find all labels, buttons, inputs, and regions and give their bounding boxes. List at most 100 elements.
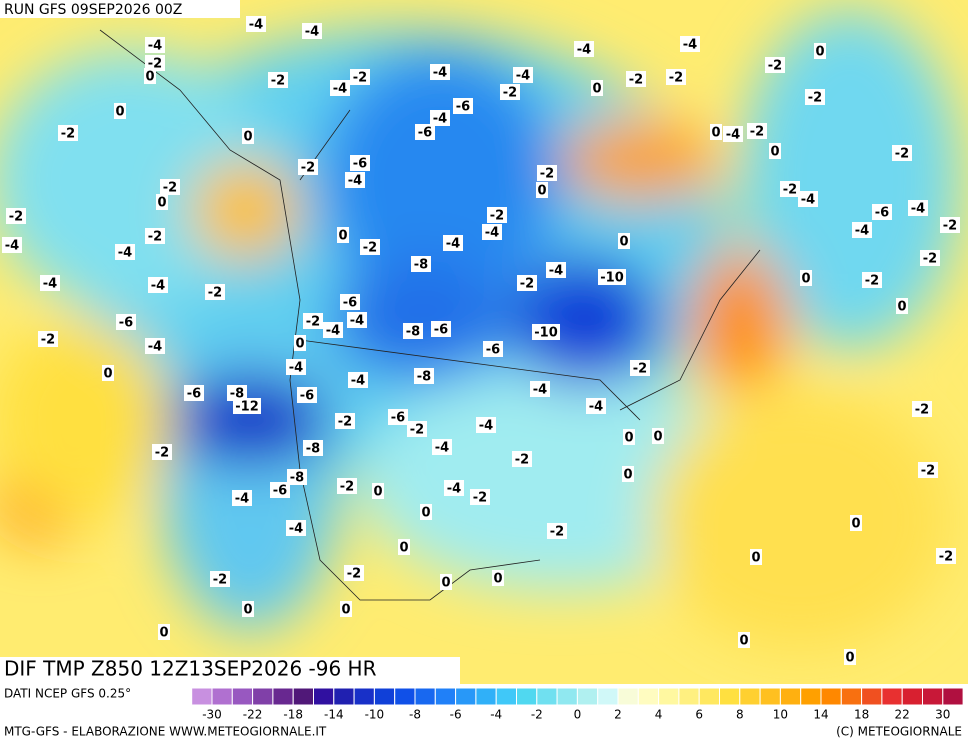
- color-box: [719, 687, 741, 706]
- contour-label: -6: [300, 389, 314, 404]
- label-box: [666, 69, 686, 85]
- label-box: [38, 331, 58, 347]
- label-box: [227, 385, 247, 401]
- contour-label: -4: [433, 66, 447, 81]
- contour-label: -2: [503, 86, 517, 101]
- colorbar-tick-label: -6: [450, 708, 462, 722]
- contour-label: -6: [875, 206, 889, 221]
- colorbar-tick-label: 14: [813, 708, 828, 722]
- label-box: [233, 398, 261, 414]
- contour-label: -10: [534, 326, 558, 341]
- contour-label: -4: [589, 400, 603, 415]
- label-box: [852, 222, 872, 238]
- color-box: [333, 687, 355, 706]
- contour-label: -2: [939, 550, 953, 565]
- label-box: [512, 451, 532, 467]
- label-box: [348, 372, 368, 388]
- label-box: [798, 191, 818, 207]
- contour-label: -8: [306, 442, 320, 457]
- label-box: [547, 523, 567, 539]
- contour-label: 0: [295, 337, 304, 352]
- contour-label: -2: [301, 161, 315, 176]
- label-box: [407, 421, 427, 437]
- contour-label: 0: [145, 70, 154, 85]
- contour-label: -10: [600, 271, 624, 286]
- contour-label: 0: [115, 105, 124, 120]
- label-box: [487, 207, 507, 223]
- contour-label: 0: [338, 229, 347, 244]
- contour-label: -2: [633, 362, 647, 377]
- contour-label: -2: [155, 446, 169, 461]
- contour-label: -2: [865, 274, 879, 289]
- contour-label: -2: [410, 423, 424, 438]
- contour-label: -6: [343, 296, 357, 311]
- label-box: [302, 23, 322, 39]
- contour-label: -4: [235, 492, 249, 507]
- label-box: [476, 417, 496, 433]
- label-box: [158, 624, 170, 640]
- label-box: [710, 124, 722, 140]
- contour-label: -4: [351, 374, 365, 389]
- color-box: [272, 687, 294, 706]
- contour-label: -4: [289, 361, 303, 376]
- color-box: [678, 687, 700, 706]
- contour-label: -4: [533, 383, 547, 398]
- label-box: [530, 381, 550, 397]
- contour-label: -4: [289, 522, 303, 537]
- contour-label: -2: [306, 315, 320, 330]
- contour-label: 0: [815, 45, 824, 60]
- contour-label: -2: [490, 209, 504, 224]
- color-box: [597, 687, 619, 706]
- contour-label: 0: [373, 485, 382, 500]
- footer-left: MTG-GFS - ELABORAZIONE WWW.METEOGIORNALE…: [4, 725, 327, 739]
- color-box: [840, 687, 863, 706]
- label-box: [145, 228, 165, 244]
- contour-label: 0: [711, 126, 720, 141]
- label-box: [286, 359, 306, 375]
- contour-label: -2: [520, 277, 534, 292]
- color-box: [637, 687, 660, 706]
- contour-label: -6: [486, 343, 500, 358]
- contour-label: -2: [213, 573, 227, 588]
- footer-right: (C) METEOGIORNALE: [836, 725, 962, 739]
- label-box: [298, 159, 318, 175]
- label-box: [430, 64, 450, 80]
- label-box: [517, 275, 537, 291]
- color-box: [394, 687, 416, 706]
- contour-label: 0: [421, 506, 430, 521]
- label-box: [294, 335, 306, 351]
- source-label: DATI NCEP GFS 0.25°: [4, 687, 131, 701]
- contour-label: 0: [653, 430, 662, 445]
- run-label: RUN GFS 09SEP2026 00Z: [4, 2, 182, 18]
- label-box: [6, 208, 26, 224]
- contour-label: -8: [230, 387, 244, 402]
- label-box: [115, 244, 135, 260]
- contour-label: -4: [801, 193, 815, 208]
- contour-label: -6: [418, 126, 432, 141]
- contour-label: 0: [845, 651, 854, 666]
- label-box: [411, 256, 431, 272]
- colorbar-tick-label: -22: [243, 708, 263, 722]
- label-box: [444, 480, 464, 496]
- label-box: [323, 322, 343, 338]
- contour-label: 0: [103, 367, 112, 382]
- label-box: [287, 469, 307, 485]
- label-box: [345, 172, 365, 188]
- label-box: [337, 478, 357, 494]
- contour-label: -2: [550, 525, 564, 540]
- label-box: [680, 36, 700, 52]
- label-box: [337, 227, 349, 243]
- contour-label: -2: [41, 333, 55, 348]
- label-box: [908, 200, 928, 216]
- label-box: [297, 387, 317, 403]
- label-box: [403, 323, 423, 339]
- contour-label: -2: [895, 147, 909, 162]
- colorbar-tick-label: 2: [614, 708, 622, 722]
- color-box: [211, 687, 233, 706]
- label-box: [892, 145, 912, 161]
- colorbar-tick-label: -8: [409, 708, 421, 722]
- contour-label: -2: [208, 286, 222, 301]
- label-box: [268, 72, 288, 88]
- colorbar-tick-label: 6: [695, 708, 703, 722]
